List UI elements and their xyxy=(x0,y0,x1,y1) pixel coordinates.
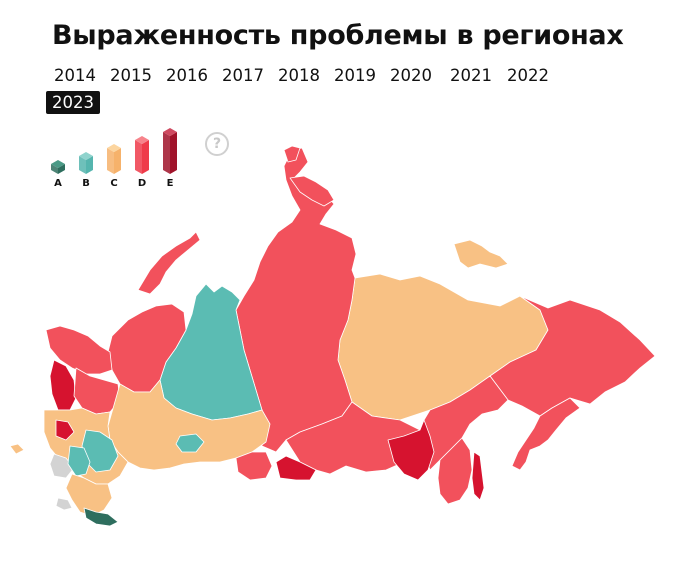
year-2018[interactable]: 2018 xyxy=(278,66,320,85)
region-murmansk[interactable] xyxy=(45,325,113,375)
region-arctic-islands[interactable] xyxy=(283,145,301,163)
help-button[interactable]: ? xyxy=(205,132,229,156)
year-2019[interactable]: 2019 xyxy=(334,66,376,85)
region-primorye[interactable] xyxy=(437,437,473,505)
legend-bar-d xyxy=(135,136,149,174)
year-2022[interactable]: 2022 xyxy=(507,66,549,85)
region-kaliningrad[interactable] xyxy=(9,443,25,455)
region-south-west[interactable] xyxy=(67,445,91,477)
year-2014[interactable]: 2014 xyxy=(54,66,96,85)
legend-label-a: A xyxy=(54,178,62,189)
region-far-east-north[interactable] xyxy=(489,295,656,417)
legend-item-c: C xyxy=(104,128,124,189)
region-south[interactable] xyxy=(65,473,113,517)
year-2017[interactable]: 2017 xyxy=(222,66,264,85)
region-sakhalin[interactable] xyxy=(471,451,485,501)
region-tyumen-south[interactable] xyxy=(175,433,205,453)
legend-item-a: A xyxy=(48,128,68,189)
legend-label-d: D xyxy=(137,178,147,189)
legend-item-d: D xyxy=(132,128,152,189)
legend-label-e: E xyxy=(166,178,174,189)
legend-label-b: B xyxy=(82,178,90,189)
legend-bar-b xyxy=(79,152,93,174)
region-altai[interactable] xyxy=(235,451,273,481)
region-kamchatka-tail[interactable] xyxy=(511,397,581,471)
region-zabaikalye[interactable] xyxy=(387,419,435,481)
region-wrangel[interactable] xyxy=(453,239,509,269)
legend-bar-a xyxy=(51,160,65,174)
region-crimea xyxy=(55,497,73,511)
region-taymyr-islands[interactable] xyxy=(289,175,335,207)
legend-item-e: E xyxy=(160,128,180,189)
year-2016[interactable]: 2016 xyxy=(166,66,208,85)
legend-bar-c xyxy=(107,144,121,174)
year-2015[interactable]: 2015 xyxy=(110,66,152,85)
russia-region-map xyxy=(9,145,656,527)
year-2023[interactable]: 2023 xyxy=(46,91,100,114)
region-novaya-zemlya[interactable] xyxy=(137,231,201,295)
region-bryansk xyxy=(49,453,75,479)
region-smolensk[interactable] xyxy=(55,419,75,441)
page-title: Выраженность проблемы в регионах xyxy=(52,20,624,51)
legend-label-c: C xyxy=(110,178,118,189)
year-2021[interactable]: 2021 xyxy=(450,66,492,85)
year-2020[interactable]: 2020 xyxy=(390,66,432,85)
legend-bar-e xyxy=(163,128,177,174)
region-irkutsk[interactable] xyxy=(285,401,421,475)
region-caucasus[interactable] xyxy=(83,507,119,527)
map-regions xyxy=(9,145,656,527)
region-tuva[interactable] xyxy=(275,455,317,481)
legend-item-b: B xyxy=(76,128,96,189)
